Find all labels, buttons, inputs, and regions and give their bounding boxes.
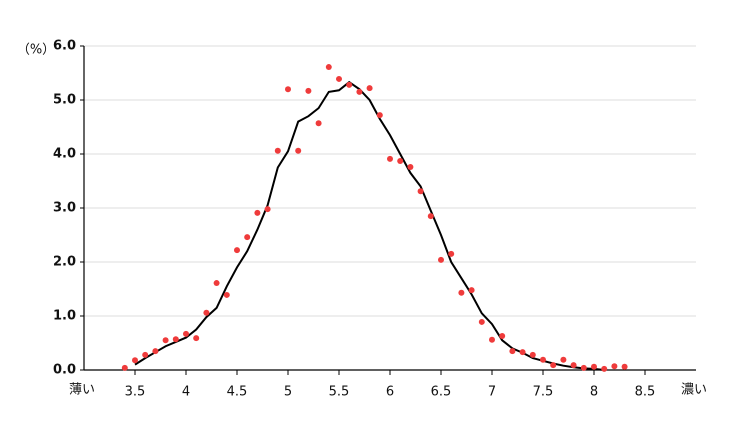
data-point xyxy=(611,363,618,370)
x-axis-right-label: 濃い xyxy=(681,383,707,398)
data-point xyxy=(407,163,414,170)
data-point xyxy=(458,289,465,296)
data-point xyxy=(142,351,149,358)
y-tick-label: 5.0 xyxy=(53,93,76,108)
data-point xyxy=(621,363,628,370)
data-point xyxy=(325,64,332,71)
data-point xyxy=(244,234,251,241)
data-point xyxy=(560,356,567,363)
data-point xyxy=(366,85,373,92)
data-point xyxy=(519,349,526,356)
data-point xyxy=(183,330,189,337)
data-point xyxy=(601,365,608,372)
data-point xyxy=(254,209,261,216)
x-tick-label: 5.5 xyxy=(329,385,350,400)
x-axis-left-label: 薄い xyxy=(69,383,95,398)
data-point xyxy=(336,75,342,82)
data-point xyxy=(448,250,455,257)
data-point xyxy=(315,120,322,127)
data-point xyxy=(591,363,597,370)
data-point xyxy=(234,247,240,254)
data-point xyxy=(305,87,312,94)
data-point xyxy=(295,147,302,154)
data-point xyxy=(162,337,169,344)
y-tick-label: 2.0 xyxy=(53,255,76,270)
x-tick-label: 7.5 xyxy=(533,385,554,400)
data-line xyxy=(134,80,605,371)
data-point xyxy=(580,364,587,371)
x-tick-label: 6 xyxy=(386,385,394,400)
data-point xyxy=(356,88,363,95)
y-tick-label: 1.0 xyxy=(53,309,76,324)
data-point xyxy=(203,309,210,316)
data-point xyxy=(478,318,485,325)
data-point xyxy=(529,351,536,358)
data-point xyxy=(213,280,220,287)
y-tick-label: 4.0 xyxy=(53,147,76,162)
data-point xyxy=(489,336,495,343)
x-tick-label: 4 xyxy=(182,385,190,400)
data-point xyxy=(172,336,179,343)
data-point xyxy=(121,364,128,371)
data-point xyxy=(264,206,271,213)
data-point xyxy=(274,147,281,154)
data-point xyxy=(438,256,444,263)
x-tick-label: 4.5 xyxy=(227,385,248,400)
data-point xyxy=(417,188,424,195)
data-point xyxy=(570,362,577,369)
data-point xyxy=(427,213,434,220)
x-tick-label: 8.5 xyxy=(635,385,656,400)
data-point xyxy=(397,158,404,165)
data-point xyxy=(346,81,353,88)
x-tick-label: 6.5 xyxy=(431,385,452,400)
y-tick-label: 6.0 xyxy=(53,39,76,54)
x-tick-label: 5 xyxy=(284,385,292,400)
x-tick-label: 7 xyxy=(488,385,496,400)
data-point xyxy=(152,348,159,355)
data-point xyxy=(509,348,516,355)
data-point xyxy=(550,362,557,369)
data-point xyxy=(132,357,138,364)
y-axis-label: （%） xyxy=(17,43,55,58)
x-tick-label: 8 xyxy=(590,385,598,400)
data-point xyxy=(499,332,506,339)
data-point xyxy=(387,155,393,162)
data-point xyxy=(376,112,383,119)
data-point xyxy=(285,86,291,93)
x-tick-label: 3.5 xyxy=(125,385,146,400)
data-point xyxy=(468,287,475,294)
data-point xyxy=(223,291,230,298)
y-tick-label: 0.0 xyxy=(53,363,76,378)
y-tick-label: 3.0 xyxy=(53,201,76,216)
data-point xyxy=(193,335,200,342)
data-point xyxy=(540,356,546,363)
